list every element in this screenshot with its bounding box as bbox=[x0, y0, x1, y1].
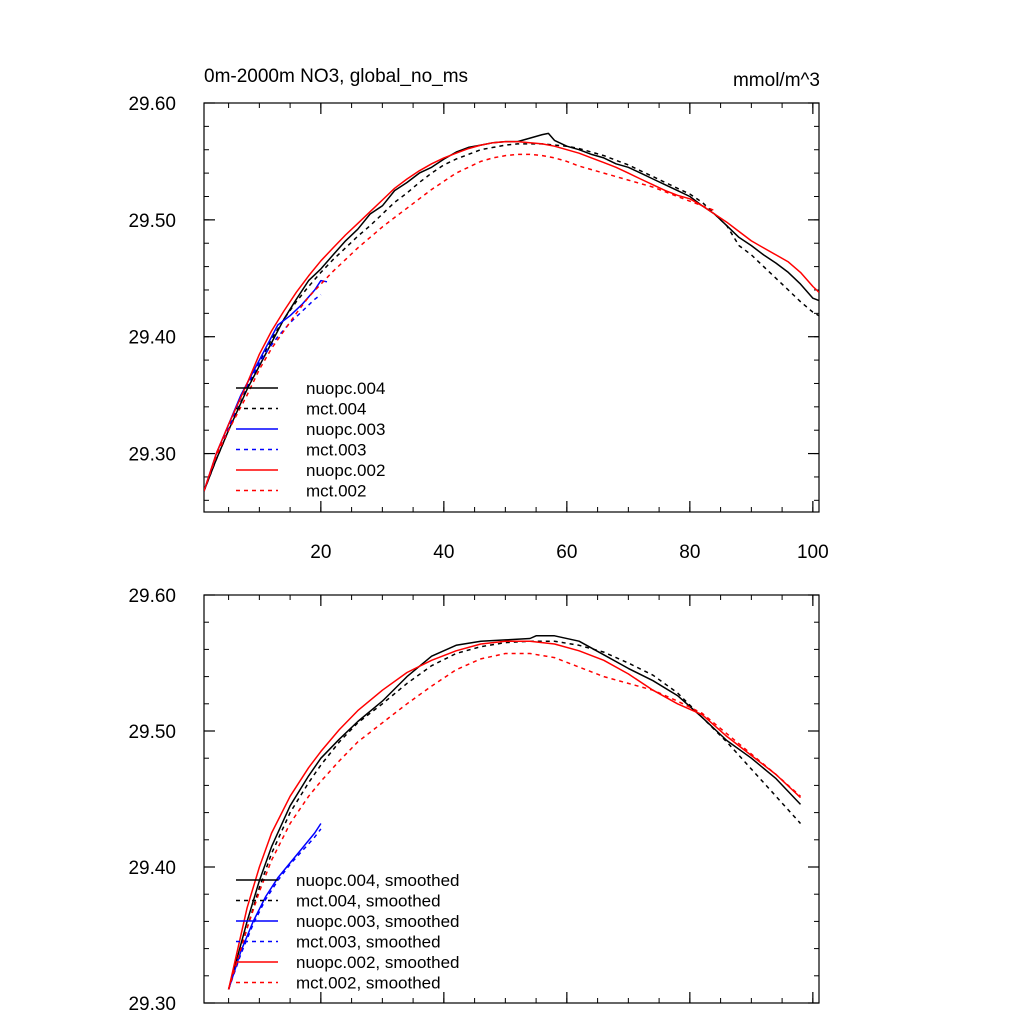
legend-label: nuopc.003 bbox=[306, 420, 385, 439]
y-tick-label: 29.30 bbox=[128, 994, 176, 1015]
x-tick-label: 20 bbox=[310, 542, 331, 563]
series-line-mct-002 bbox=[204, 153, 715, 492]
y-tick-label: 29.40 bbox=[128, 328, 176, 349]
y-tick-label: 29.60 bbox=[128, 586, 176, 607]
legend-label: nuopc.002 bbox=[306, 461, 385, 480]
x-tick-label: 40 bbox=[433, 542, 454, 563]
legend-label: mct.003, smoothed bbox=[296, 933, 441, 952]
series-group bbox=[227, 635, 802, 990]
x-tick-label: 100 bbox=[797, 542, 829, 563]
series-line-mct-003 bbox=[204, 294, 322, 492]
y-tick-label: 29.60 bbox=[128, 94, 176, 115]
bottom-panel: 29.30 29.40 29.50 29.60 nuopc.004, smoothed m… bbox=[128, 586, 820, 1015]
top-panel: 20 40 60 80 100 29.30 29.40 29.50 29.60 nuopc.004… bbox=[128, 94, 828, 563]
series-line-nuopc-002 bbox=[204, 140, 819, 492]
plot-frame bbox=[203, 102, 820, 513]
y-tick-label: 29.30 bbox=[128, 445, 176, 466]
series-line-nuopc-002-smoothed bbox=[227, 640, 802, 990]
y-tick-label: 29.40 bbox=[128, 858, 176, 879]
chart-title: 0m-2000m NO3, global_no_ms bbox=[204, 66, 468, 87]
legend-label: nuopc.002, smoothed bbox=[296, 953, 460, 972]
legend-label: mct.002, smoothed bbox=[296, 974, 441, 993]
legend-label: mct.003 bbox=[306, 441, 366, 460]
y-tick-label: 29.50 bbox=[128, 722, 176, 743]
legend-label: nuopc.004 bbox=[306, 379, 385, 398]
series-line-mct-004 bbox=[204, 143, 819, 492]
units-label: mmol/m^3 bbox=[733, 70, 820, 91]
legend-label: nuopc.004, smoothed bbox=[296, 871, 460, 890]
series-line-mct-003-smoothed bbox=[227, 828, 322, 990]
legend-label: mct.002 bbox=[306, 482, 366, 501]
x-tick-label: 60 bbox=[556, 542, 577, 563]
legend-label: mct.004 bbox=[306, 400, 366, 419]
legend-label: nuopc.003, smoothed bbox=[296, 912, 460, 931]
y-tick-label: 29.50 bbox=[128, 211, 176, 232]
x-tick-label: 80 bbox=[679, 542, 700, 563]
series-group bbox=[204, 132, 819, 492]
legend-label: mct.004, smoothed bbox=[296, 892, 441, 911]
series-line-mct-002-smoothed bbox=[227, 652, 801, 990]
plot-frame bbox=[203, 594, 820, 1004]
